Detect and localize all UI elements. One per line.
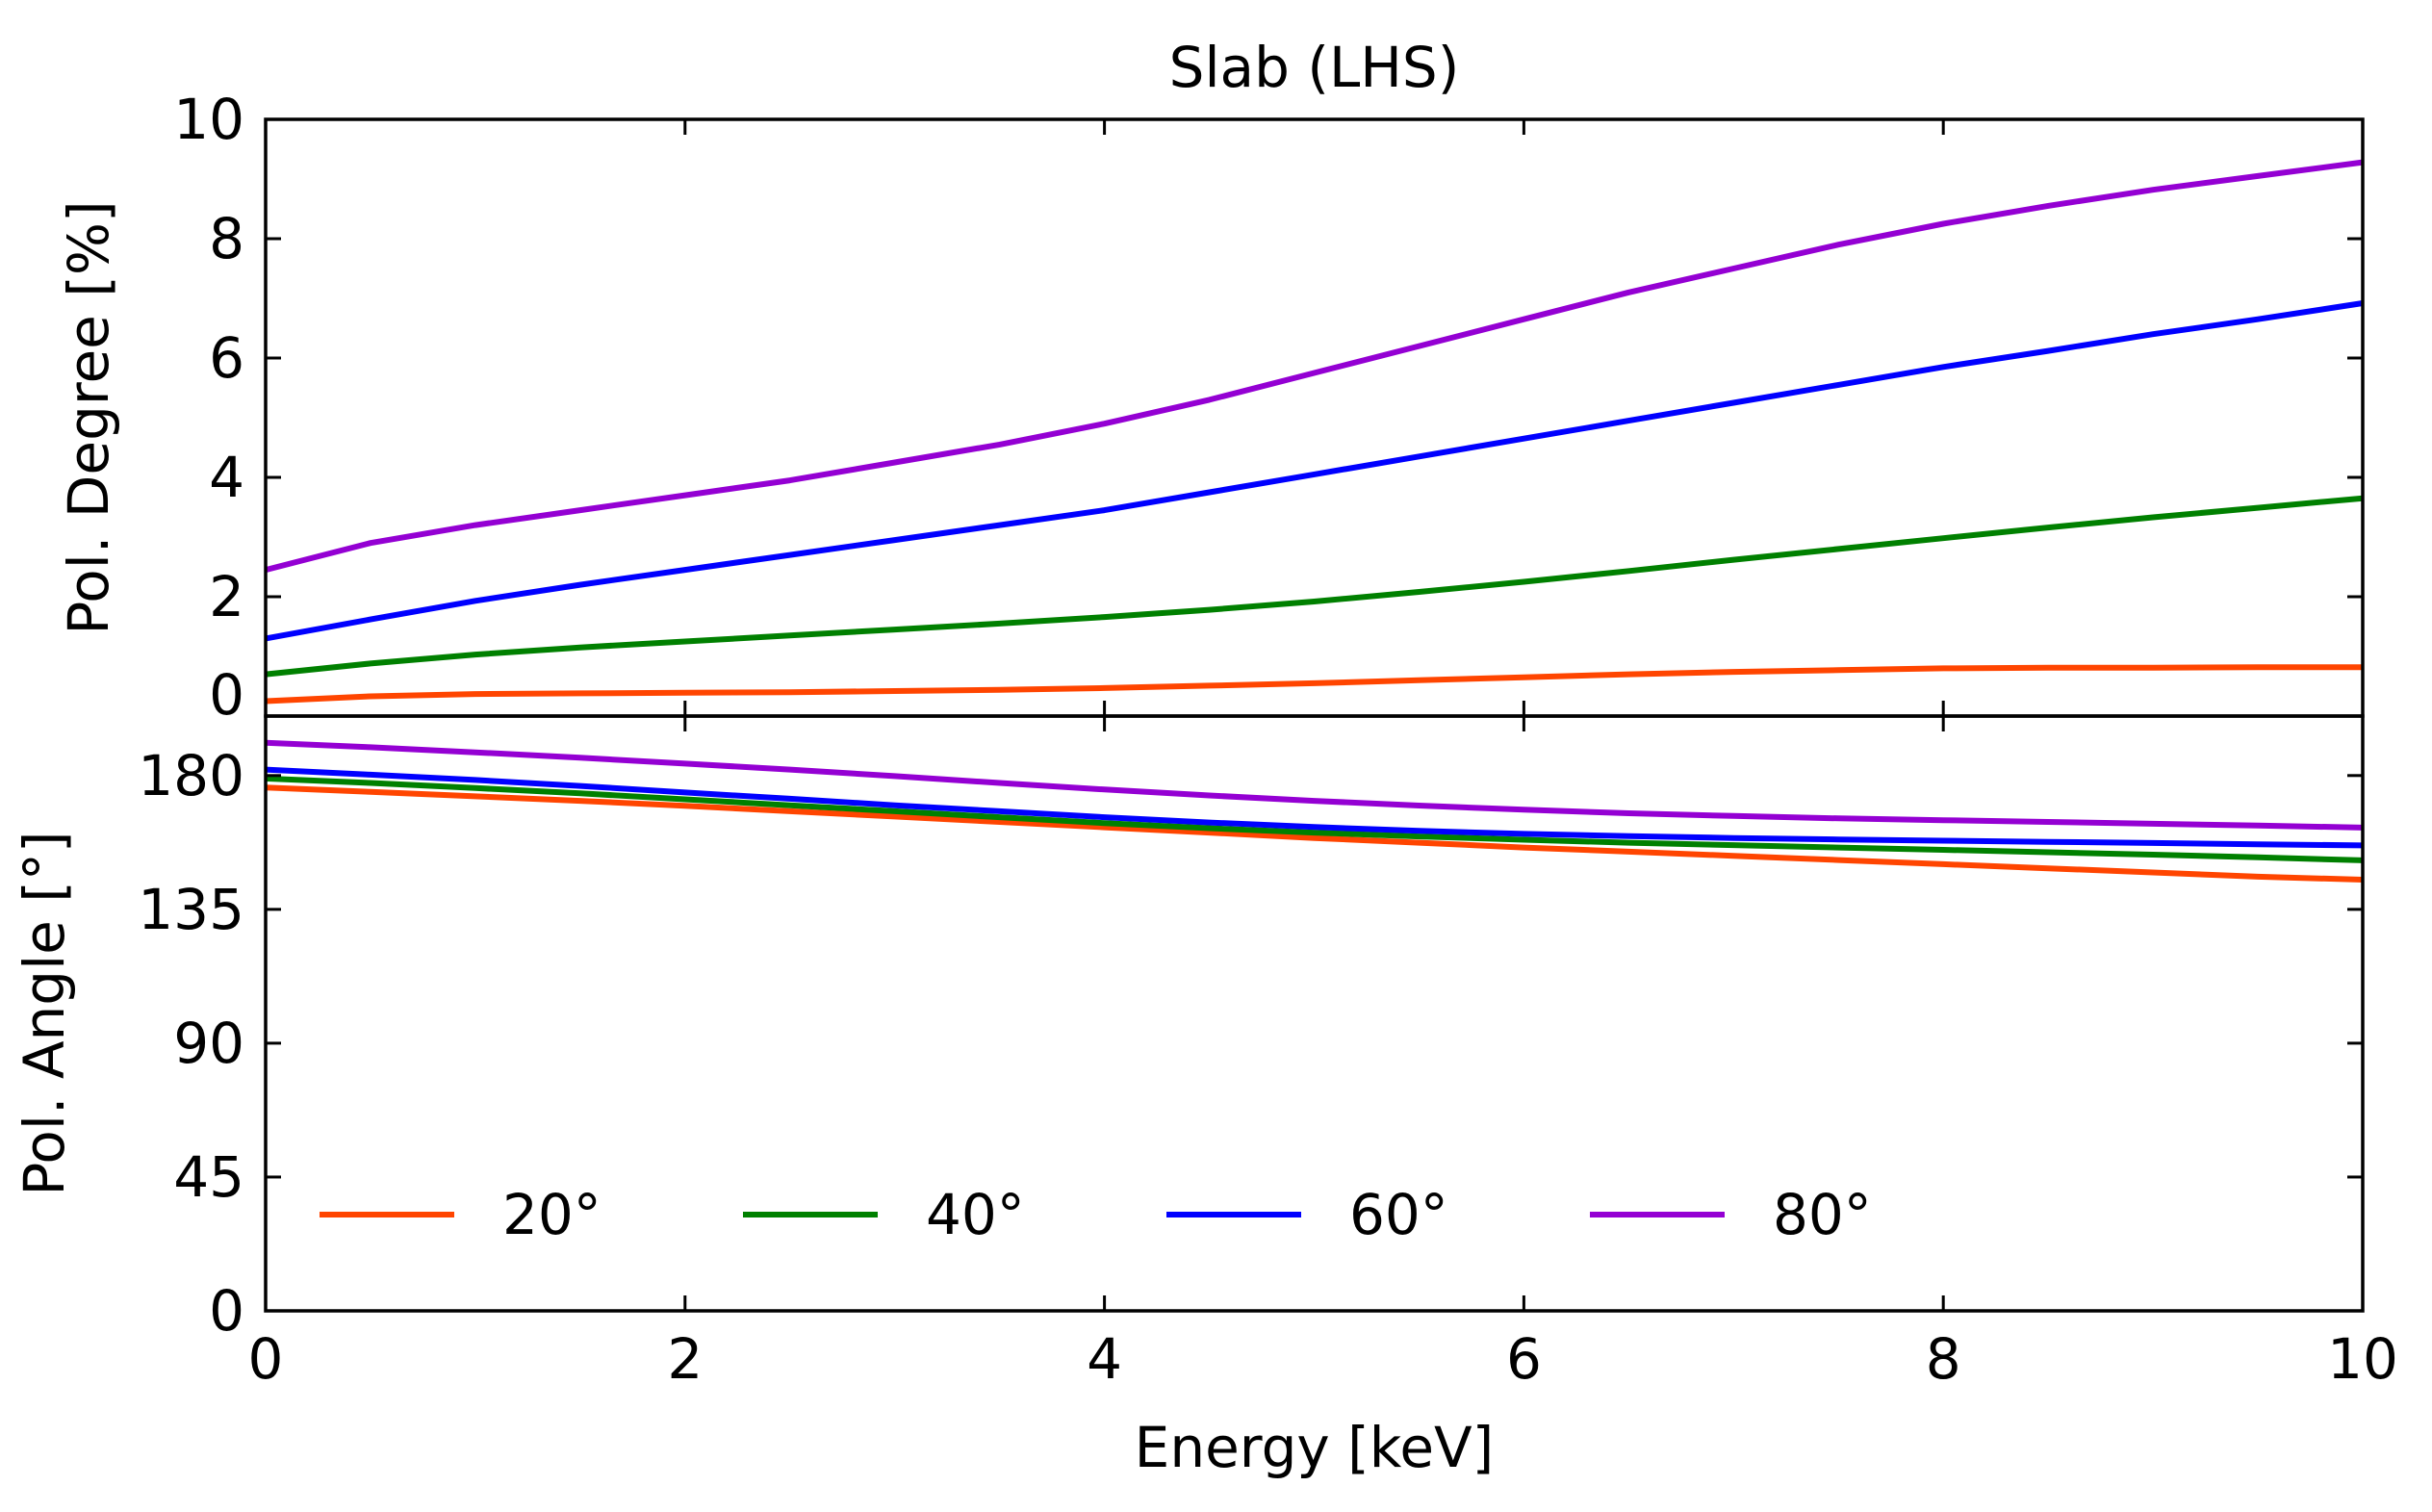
bottom-series-line-2 <box>265 766 2364 849</box>
bottom-y-tick-label: 0 <box>209 1278 244 1344</box>
top-y-tick-label: 6 <box>209 325 244 391</box>
bottom-x-tick-label: 6 <box>1506 1326 1542 1392</box>
bottom-y-axis-title: Pol. Angle [°] <box>12 831 77 1195</box>
bottom-plot-frame <box>264 714 2365 1313</box>
bottom-series-line-1 <box>265 775 2364 863</box>
bottom-panel-angle: 0 45 90 135 180 0 2 4 6 8 10 Pol. Angle [°] Energy [… <box>12 714 2398 1480</box>
bottom-x-tick-label: 4 <box>1087 1326 1122 1392</box>
legend-label: 20° <box>502 1182 602 1247</box>
top-series-line-0 <box>265 664 2363 705</box>
bottom-series-line-0 <box>265 784 2364 883</box>
bottom-x-tick-label: 8 <box>1926 1326 1961 1392</box>
legend-label: 80° <box>1773 1182 1872 1247</box>
bottom-y-tick-label: 135 <box>138 877 244 942</box>
legend: 20° 40° 60° 80° <box>320 1182 1872 1247</box>
bottom-x-tick-label: 10 <box>2327 1326 2398 1392</box>
bottom-y-tick-label: 180 <box>138 743 244 808</box>
bottom-x-tick-label: 2 <box>667 1326 703 1392</box>
bottom-y-tick-label: 90 <box>173 1011 244 1076</box>
x-axis-title: Energy [keV] <box>1135 1415 1495 1480</box>
legend-label: 40° <box>926 1182 1025 1247</box>
top-y-tick-label: 2 <box>209 564 244 629</box>
top-y-tick-label: 8 <box>209 206 244 271</box>
legend-label: 60° <box>1349 1182 1448 1247</box>
chart-title: Slab (LHS) <box>1169 35 1460 100</box>
top-series-line-1 <box>265 495 2364 678</box>
top-series-line-2 <box>265 300 2364 642</box>
bottom-y-tick-label: 45 <box>173 1144 244 1210</box>
top-y-tick-label: 4 <box>209 445 244 510</box>
top-y-tick-label: 0 <box>209 662 244 728</box>
top-y-tick-label: 10 <box>173 87 244 152</box>
bottom-series-line-3 <box>265 739 2364 831</box>
bottom-x-tick-label: 0 <box>248 1326 284 1392</box>
top-series-line-3 <box>265 159 2364 574</box>
top-y-axis-title: Pol. Degree [%] <box>56 200 121 634</box>
